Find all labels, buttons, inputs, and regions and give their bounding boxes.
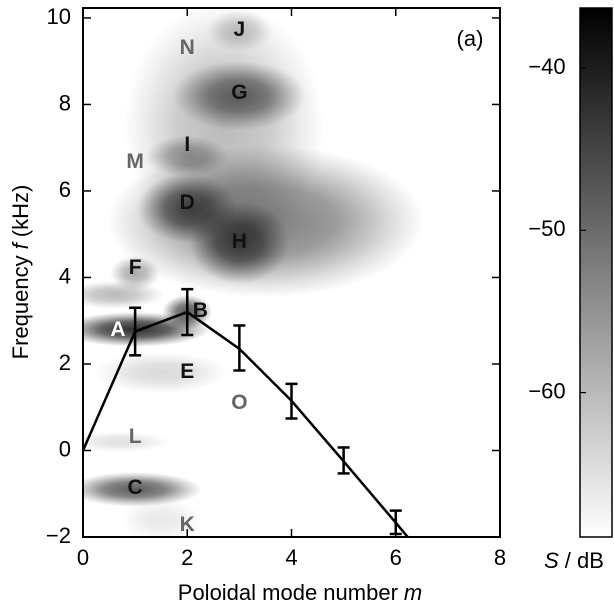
colorbar [579,7,613,538]
y-tick-label: 0 [59,436,71,461]
mode-label: J [234,18,246,41]
spectral-spot [189,201,290,285]
colorbar-tick-label: −50 [528,216,565,241]
spectral-spot [206,10,273,52]
y-tick-label: −2 [46,523,71,548]
mode-label: C [128,476,143,499]
y-tick-label: 10 [47,4,71,29]
x-axis-label: Poloidal mode number m [178,580,422,605]
mode-label: H [232,230,247,253]
mode-label: E [180,360,194,383]
y-tick-label: 6 [59,177,71,202]
error-bar [129,306,142,357]
mode-label: D [180,191,195,214]
x-tick-label: 0 [77,545,89,570]
mode-label: G [231,81,247,104]
mode-label: A [110,318,125,341]
spectral-spot [119,498,203,537]
plot-area [83,8,424,537]
x-tick-label: 6 [390,545,402,570]
spectral-spot [145,135,229,178]
colorbar-tick-label: −60 [528,378,565,403]
mode-label: B [193,299,208,322]
spectral-spot [83,280,165,309]
mode-label: L [129,425,142,448]
spectral-spot [83,472,202,507]
colorbar-label-symbol: S [544,548,559,573]
y-axis-label-symbol: f [8,240,33,249]
x-axis-label-symbol: m [404,580,422,605]
colorbar-tick-label: −40 [528,54,565,79]
spectral-spot [83,431,170,453]
x-tick-label: 4 [285,545,297,570]
error-bar [181,287,194,337]
mode-label: M [126,150,144,173]
y-axis-label-unit: (kHz) [8,185,33,238]
y-axis-label: Frequency f (kHz) [8,185,33,360]
error-bar [233,324,246,372]
y-tick-label: 8 [59,90,71,115]
panel-label: (a) [457,26,484,51]
error-bar [337,446,350,475]
mode-line [83,310,409,537]
colorbar-label-unit: / dB [565,548,604,573]
colorbar-label: S / dB [544,548,604,573]
mode-label: F [129,256,142,279]
mode-label: K [180,513,195,536]
mode-label: I [184,133,190,156]
y-tick-label: 2 [59,350,71,375]
x-axis-label-text: Poloidal mode number [178,580,398,605]
error-bar [285,382,298,420]
y-tick-label: 4 [59,263,71,288]
spectral-spot [94,351,228,394]
spectral-spot [172,61,307,131]
y-axis-label-text: Frequency [8,255,33,359]
mode-label: O [231,391,247,414]
mode-label: N [180,36,195,59]
x-tick-label: 8 [494,545,506,570]
x-tick-label: 2 [181,545,193,570]
